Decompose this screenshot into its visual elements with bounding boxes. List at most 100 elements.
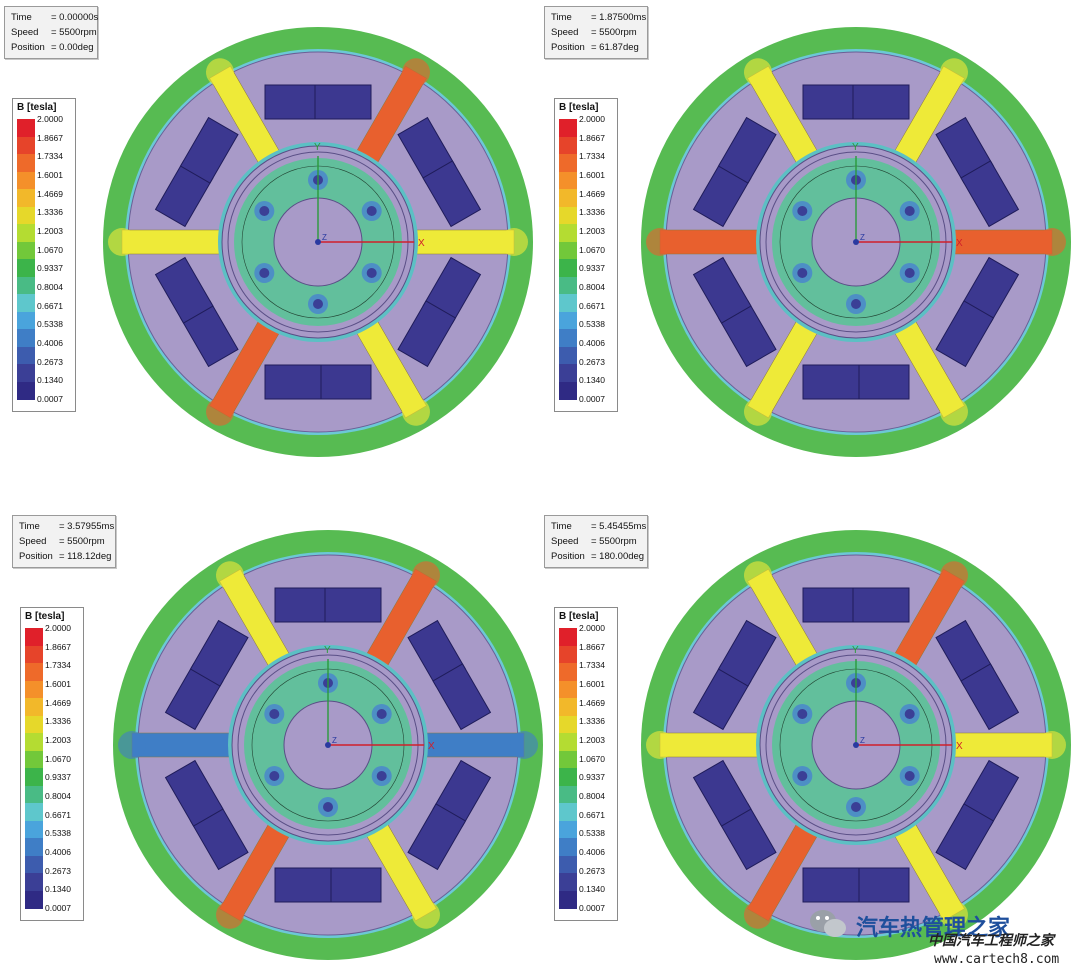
time-value: = 3.57955ms (59, 521, 115, 532)
legend-tick: 0.8004 (579, 282, 605, 292)
stator-tooth (659, 229, 761, 255)
origin-dot (853, 239, 859, 245)
legend-swatch (17, 189, 35, 207)
legend-tick: 0.0007 (37, 394, 63, 404)
rotor-flux-core (376, 709, 387, 719)
winding-slot (407, 803, 467, 871)
legend-tick: 1.8667 (45, 641, 71, 652)
color-legend: B [tesla] 2.0000 1.8667 1.7334 1.6001 1.4669… (554, 607, 618, 921)
legend-tick: 0.1340 (37, 375, 63, 386)
winding-slot (274, 587, 332, 623)
legend-swatch (25, 838, 43, 856)
legend-swatch (559, 329, 577, 347)
legend-tick: 1.7334 (45, 660, 71, 671)
motor-field-plot: X Y Z (641, 27, 1071, 457)
slot-group (264, 84, 372, 120)
winding-slot (324, 867, 382, 903)
origin-dot (853, 742, 859, 748)
slot-group (935, 759, 1020, 871)
rotor-flux-core (376, 771, 387, 781)
y-axis-label: Y (852, 142, 859, 153)
slot-group (154, 256, 239, 368)
legend-tick: 0.9337 (579, 772, 605, 783)
legend-tick: 0.2673 (579, 356, 605, 367)
legend-tick: 0.0007 (579, 394, 605, 404)
stator-tooth-group (355, 318, 430, 426)
winding-slot (802, 867, 860, 903)
position-label: Position (19, 551, 53, 562)
tooth-flux-spot (108, 228, 136, 256)
speed-value: = 5500rpm (59, 536, 105, 547)
legend-swatch (17, 381, 35, 400)
winding-slot (264, 364, 322, 400)
position-value: = 118.12deg (59, 551, 112, 562)
legend-swatch (559, 680, 577, 699)
legend-tick: 1.0670 (37, 244, 63, 255)
tooth-flux-spot (940, 397, 968, 426)
legend-swatch (17, 241, 35, 260)
stator-tooth (951, 732, 1053, 758)
legend-tick: 1.6001 (37, 170, 63, 180)
speed-value: = 5500rpm (591, 27, 637, 38)
slot-group (802, 587, 910, 623)
speed-value: = 5500rpm (591, 536, 637, 547)
legend-tick: 1.3336 (579, 716, 605, 727)
legend-tick: 0.1340 (45, 884, 71, 895)
legend-swatch (559, 346, 577, 365)
rotor-flux-core (269, 771, 280, 781)
slot-group (802, 364, 910, 400)
color-legend: B [tesla] 2.0000 1.8667 1.7334 1.6001 1.4669… (20, 607, 84, 921)
time-label: Time (11, 12, 32, 23)
stator-tooth (951, 229, 1053, 255)
legend-title: B [tesla] (559, 611, 599, 622)
legend-swatch (559, 838, 577, 856)
legend-tick: 1.6001 (45, 679, 71, 689)
legend-swatch (17, 136, 35, 155)
legend-tick: 2.0000 (579, 114, 605, 124)
winding-slot (935, 300, 995, 368)
legend-swatch (25, 628, 43, 646)
time-label: Time (551, 12, 572, 23)
legend-swatch (17, 329, 35, 347)
rotor-flux-core (904, 771, 915, 781)
rotor-flux-core (904, 268, 915, 278)
rotor-flux-core (797, 771, 808, 781)
speed-label: Speed (19, 536, 47, 547)
slot-group (692, 116, 777, 228)
legend-swatch (25, 698, 43, 716)
legend-tick: 0.0007 (45, 903, 71, 913)
legend-tick: 0.5338 (579, 319, 605, 330)
winding-slot (189, 619, 249, 687)
tooth-flux-spot (510, 731, 538, 759)
watermark-title: 汽车热管理之家 (856, 916, 1011, 941)
winding-slot (960, 160, 1020, 228)
legend-tick: 1.8667 (579, 132, 605, 143)
legend-swatch (559, 119, 577, 137)
stator-tooth-group (744, 58, 819, 166)
legend-swatch (559, 855, 577, 874)
slot-group (164, 619, 249, 731)
motor-field-plot: X Y Z (641, 530, 1071, 960)
legend-tick: 0.8004 (37, 282, 63, 292)
position-value: = 61.87deg (591, 42, 639, 53)
legend-title: B [tesla] (25, 611, 65, 622)
legend-tick: 1.2003 (45, 735, 71, 745)
legend-tick: 2.0000 (45, 623, 71, 633)
legend-swatch (559, 628, 577, 646)
tooth-flux-spot (118, 731, 146, 759)
x-axis-label: X (956, 741, 963, 752)
legend-tick: 0.2673 (579, 865, 605, 876)
tooth-flux-spot (646, 731, 674, 759)
stator-tooth-group (108, 228, 223, 256)
color-legend: B [tesla] 2.0000 1.8667 1.7334 1.6001 1.4669… (554, 98, 618, 412)
legend-swatch (25, 663, 43, 681)
motor-field-plot: X Y Z (113, 530, 543, 960)
winding-slot (264, 84, 322, 120)
legend-swatch (559, 785, 577, 804)
stator-tooth (659, 732, 761, 758)
slot-group (274, 587, 382, 623)
legend-tick: 1.8667 (579, 641, 605, 652)
stator-tooth-group (951, 731, 1066, 759)
speed-label: Speed (11, 27, 39, 38)
panel-bottom-right: Time = 5.45455ms Speed = 5500rpm Position =… (540, 487, 1080, 973)
